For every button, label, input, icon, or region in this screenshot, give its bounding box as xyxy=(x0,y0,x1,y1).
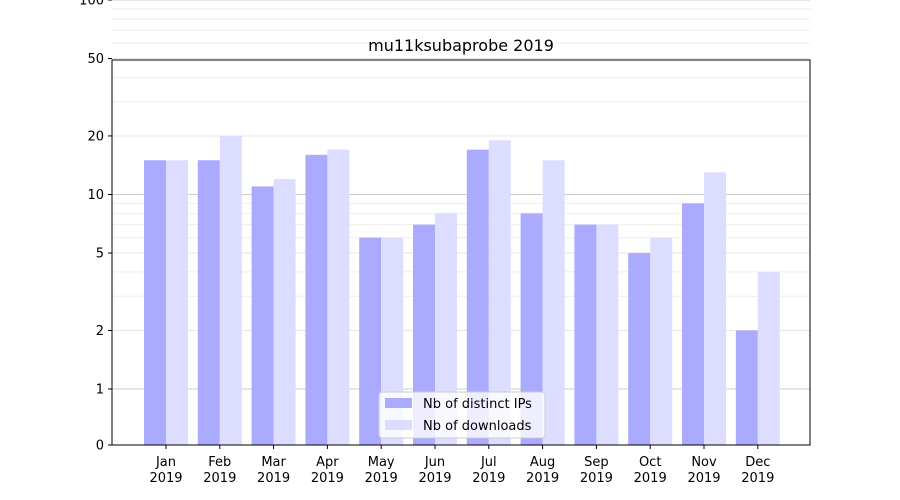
bars xyxy=(144,135,780,446)
x-tick-label-month: Apr xyxy=(316,455,339,470)
y-tick-label: 100 xyxy=(79,0,104,9)
x-tick-label-month: Mar xyxy=(261,455,286,470)
x-tick-label-month: May xyxy=(368,455,395,470)
bar-downloads xyxy=(435,213,457,445)
x-tick-label-year: 2019 xyxy=(634,471,667,486)
x-tick-label-month: Aug xyxy=(530,455,555,470)
bar-distinct-ips xyxy=(251,186,274,445)
x-tick-label-year: 2019 xyxy=(526,471,559,486)
bar-distinct-ips xyxy=(682,203,704,445)
bar-distinct-ips xyxy=(628,253,651,445)
bar-downloads xyxy=(704,172,726,445)
y-tick-label: 0 xyxy=(96,439,104,454)
y-tick-label: 10 xyxy=(87,188,104,203)
x-tick-label-year: 2019 xyxy=(149,471,182,486)
x-tick-label-month: Sep xyxy=(584,455,609,470)
y-tick-label: 5 xyxy=(96,247,104,262)
bar-distinct-ips xyxy=(197,160,220,445)
x-axis: Jan2019Feb2019Mar2019Apr2019May2019Jun20… xyxy=(149,445,774,486)
bar-distinct-ips xyxy=(466,149,489,446)
bar-downloads xyxy=(166,160,188,445)
x-tick-label-year: 2019 xyxy=(365,471,398,486)
y-tick-label: 1 xyxy=(96,383,104,398)
plot-frame xyxy=(111,59,811,446)
x-tick-label-year: 2019 xyxy=(741,471,774,486)
x-tick-label-year: 2019 xyxy=(311,471,344,486)
bar-distinct-ips xyxy=(413,224,435,445)
bar-distinct-ips xyxy=(574,224,597,445)
bar-downloads xyxy=(596,224,619,445)
x-tick-label-month: Jul xyxy=(480,455,497,470)
bar-downloads xyxy=(757,271,780,445)
bar-downloads xyxy=(273,179,296,445)
bar-distinct-ips xyxy=(735,330,758,445)
bar-downloads xyxy=(650,237,673,445)
x-tick-label-month: Dec xyxy=(745,455,770,470)
x-tick-label-month: Oct xyxy=(639,455,661,470)
y-tick-label: 50 xyxy=(87,52,104,67)
x-tick-label-year: 2019 xyxy=(418,471,451,486)
legend-swatch-downloads xyxy=(385,420,412,430)
y-tick-label: 20 xyxy=(87,129,104,144)
legend-swatch-ips xyxy=(385,398,412,408)
bar-distinct-ips xyxy=(144,160,166,445)
legend: Nb of distinct IPs Nb of downloads xyxy=(378,391,546,439)
bar-distinct-ips xyxy=(359,237,382,445)
x-tick-label-year: 2019 xyxy=(580,471,613,486)
bar-downloads xyxy=(327,149,350,446)
legend-label-ips: Nb of distinct IPs xyxy=(423,397,532,412)
bar-downloads xyxy=(219,135,242,446)
bar-distinct-ips xyxy=(305,154,328,446)
x-tick-label-year: 2019 xyxy=(257,471,290,486)
x-tick-label-month: Nov xyxy=(691,455,717,470)
bar-distinct-ips xyxy=(520,213,543,445)
x-tick-label-month: Jan xyxy=(155,455,176,470)
x-tick-label-year: 2019 xyxy=(687,471,720,486)
bar-downloads xyxy=(488,140,511,446)
y-tick-label: 2 xyxy=(96,324,104,339)
x-tick-label-year: 2019 xyxy=(203,471,236,486)
legend-label-downloads: Nb of downloads xyxy=(423,419,532,434)
x-tick-label-month: Feb xyxy=(208,455,231,470)
x-tick-label-month: Jun xyxy=(424,455,445,470)
y-axis: 0 1 2 5 10 20 50 100 xyxy=(79,0,112,454)
chart-title: mu11ksubaprobe 2019 xyxy=(368,36,554,55)
x-tick-label-year: 2019 xyxy=(472,471,505,486)
legend-box xyxy=(378,391,546,439)
bar-downloads xyxy=(542,160,565,445)
